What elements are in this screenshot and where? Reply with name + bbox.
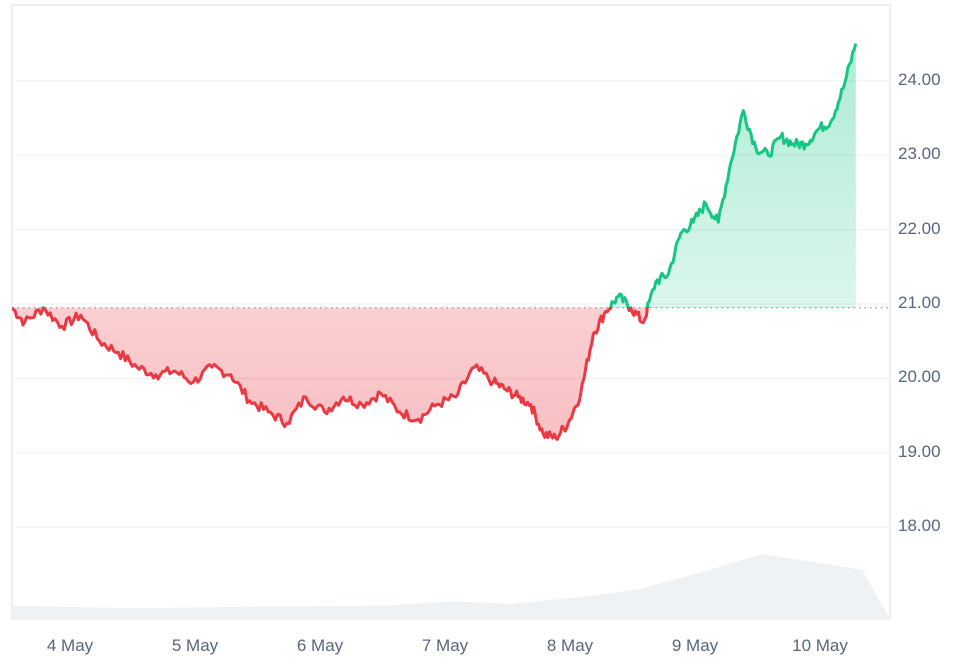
area-above-baseline [610,43,856,307]
x-tick-label: 5 May [171,636,219,655]
y-tick-label: 20.00 [898,367,941,387]
volume-area [12,554,890,619]
y-tick-label: 24.00 [898,69,941,89]
y-tick-label: 22.00 [898,218,941,238]
y-tick-label: 19.00 [898,441,941,461]
x-tick-label: 8 May [546,636,594,655]
x-tick-label: 7 May [421,636,469,655]
x-tick-label: 6 May [296,636,344,655]
x-tick-label: 10 May [792,636,848,655]
y-tick-label: 18.00 [898,516,941,536]
y-tick-label: 21.00 [898,293,941,312]
x-tick-label: 4 May [46,636,94,655]
price-line-up [12,43,858,307]
y-tick-label: 23.00 [898,144,941,164]
x-tick-label: 9 May [671,636,719,655]
price-line-down [12,307,649,441]
area-below-baseline [12,307,856,440]
